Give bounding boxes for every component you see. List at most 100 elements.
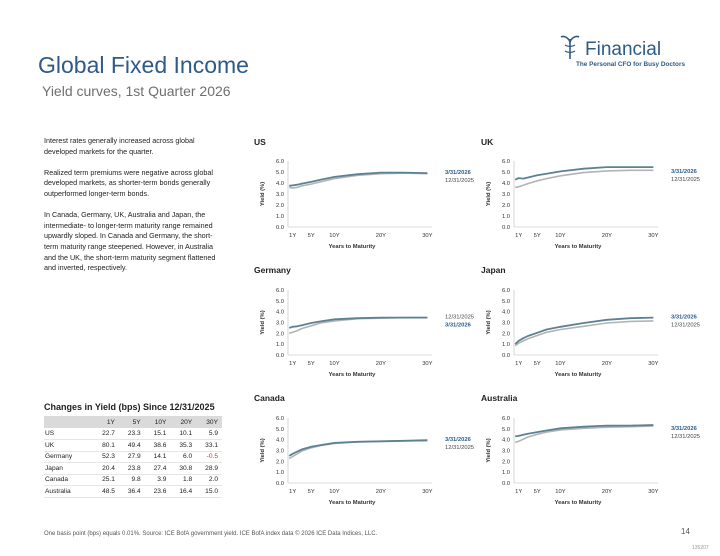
x-tick-label: 1Y bbox=[515, 361, 522, 367]
chart-title: UK bbox=[481, 137, 494, 147]
x-tick-label: 10Y bbox=[555, 361, 565, 367]
table-cell: 28.9 bbox=[196, 462, 222, 475]
table-cell: US bbox=[44, 428, 94, 440]
logo-tagline: The Personal CFO for Busy Doctors bbox=[575, 61, 685, 68]
series-line-current bbox=[514, 166, 654, 181]
series-line-current bbox=[289, 171, 428, 187]
x-axis-label: Years to Maturity bbox=[329, 244, 376, 250]
legend-label-current: 3/31/2026 bbox=[445, 323, 472, 329]
page-number: 14 bbox=[681, 527, 690, 536]
series-line-current bbox=[514, 316, 654, 345]
table-cell: 1.8 bbox=[170, 474, 197, 486]
chart-title: Germany bbox=[254, 265, 291, 275]
page-title: Global Fixed Income bbox=[38, 52, 249, 78]
y-tick-label: 0.0 bbox=[276, 481, 284, 487]
x-tick-label: 20Y bbox=[376, 489, 386, 495]
legend-label-prior: 12/31/2025 bbox=[671, 323, 700, 329]
page-subtitle: Yield curves, 1st Quarter 2026 bbox=[42, 83, 231, 99]
table-cell: 2.0 bbox=[196, 474, 222, 486]
table-row: US 22.7 23.3 15.1 10.1 5.9 bbox=[44, 428, 222, 440]
y-tick-label: 4.0 bbox=[276, 438, 284, 444]
table-cell: 9.8 bbox=[118, 474, 145, 486]
y-tick-label: 3.0 bbox=[276, 321, 284, 327]
x-axis-label: Years to Maturity bbox=[555, 372, 602, 378]
table-row: UK 80.1 49.4 38.6 35.3 33.1 bbox=[44, 439, 222, 452]
series-line-prior bbox=[289, 172, 428, 189]
y-tick-label: 5.0 bbox=[276, 170, 284, 176]
y-tick-label: 2.0 bbox=[502, 331, 510, 337]
y-tick-label: 1.0 bbox=[502, 342, 510, 348]
commentary-paragraph: Interest rates generally increased acros… bbox=[44, 136, 195, 156]
y-axis-label: Yield (%) bbox=[486, 310, 492, 334]
y-tick-label: 4.0 bbox=[276, 310, 284, 316]
table-cell: 35.3 bbox=[170, 439, 197, 452]
column-header: 1Y bbox=[93, 416, 119, 428]
y-tick-label: 3.0 bbox=[502, 192, 510, 198]
series-line-current bbox=[288, 439, 428, 457]
x-tick-label: 30Y bbox=[648, 489, 658, 495]
x-tick-label: 5Y bbox=[308, 233, 315, 239]
y-tick-label: 6.0 bbox=[276, 159, 284, 165]
y-tick-label: 5.0 bbox=[502, 299, 510, 305]
table-cell: UK bbox=[44, 439, 94, 452]
series-line-prior bbox=[514, 320, 654, 347]
table-cell: Germany bbox=[44, 451, 94, 463]
table-cell: -0.5 bbox=[196, 451, 222, 463]
legend-label-current: 3/31/2026 bbox=[671, 169, 698, 175]
x-tick-label: 1Y bbox=[515, 233, 522, 239]
y-tick-label: 4.0 bbox=[502, 310, 510, 316]
table-cell: 36.4 bbox=[118, 485, 145, 498]
table-cell: 33.1 bbox=[196, 439, 222, 452]
x-tick-label: 20Y bbox=[376, 233, 386, 239]
legend-label-current: 3/31/2026 bbox=[445, 170, 472, 176]
y-tick-label: 6.0 bbox=[502, 288, 510, 294]
y-tick-label: 1.0 bbox=[276, 214, 284, 220]
y-axis-label: Yield (%) bbox=[260, 182, 266, 206]
y-tick-label: 0.0 bbox=[502, 225, 510, 231]
y-tick-label: 0.0 bbox=[502, 481, 510, 487]
x-tick-label: 10Y bbox=[329, 489, 339, 495]
y-tick-label: 6.0 bbox=[502, 159, 510, 165]
table-cell: Japan bbox=[44, 462, 94, 475]
x-axis-label: Years to Maturity bbox=[329, 372, 376, 378]
y-tick-label: 4.0 bbox=[502, 438, 510, 444]
y-tick-label: 3.0 bbox=[502, 321, 510, 327]
table-cell: 48.5 bbox=[93, 485, 119, 498]
x-tick-label: 20Y bbox=[602, 489, 612, 495]
y-tick-label: 6.0 bbox=[276, 416, 284, 422]
y-tick-label: 5.0 bbox=[502, 427, 510, 433]
y-tick-label: 0.0 bbox=[276, 353, 284, 359]
legend-label-current: 3/31/2026 bbox=[671, 315, 698, 321]
logo-name: Financial bbox=[585, 39, 662, 60]
y-tick-label: 2.0 bbox=[276, 203, 284, 209]
legend-label-prior: 12/31/2025 bbox=[671, 434, 700, 440]
changes-table-title: Changes in Yield (bps) Since 12/31/2025 bbox=[44, 402, 215, 412]
footnote: One basis point (bps) equals 0.01%. Sour… bbox=[44, 531, 378, 537]
series-line-prior bbox=[288, 316, 428, 335]
y-tick-label: 2.0 bbox=[502, 459, 510, 465]
y-tick-label: 5.0 bbox=[276, 299, 284, 305]
x-tick-label: 30Y bbox=[422, 361, 432, 367]
x-tick-label: 20Y bbox=[602, 233, 612, 239]
table-cell: Australia bbox=[44, 485, 94, 498]
series-line-prior bbox=[514, 425, 654, 444]
x-tick-label: 5Y bbox=[534, 233, 541, 239]
x-tick-label: 5Y bbox=[534, 361, 541, 367]
column-header: 10Y bbox=[144, 416, 171, 428]
table-cell: 23.3 bbox=[118, 428, 145, 440]
table-cell: 30.8 bbox=[170, 462, 197, 475]
legend-label-current: 3/31/2026 bbox=[671, 426, 698, 432]
table-cell: 22.7 bbox=[93, 428, 119, 440]
y-tick-label: 4.0 bbox=[502, 181, 510, 187]
table-cell: 25.1 bbox=[93, 474, 119, 486]
table-cell: 5.9 bbox=[196, 428, 222, 440]
table-cell: 27.4 bbox=[144, 462, 171, 475]
x-tick-label: 5Y bbox=[534, 489, 541, 495]
series-line-current bbox=[515, 424, 654, 438]
table-header-row: 1Y 5Y 10Y 20Y 30Y bbox=[44, 416, 222, 428]
table-row: Canada 25.1 9.8 3.9 1.8 2.0 bbox=[44, 474, 222, 486]
x-tick-label: 5Y bbox=[308, 361, 315, 367]
x-tick-label: 1Y bbox=[515, 489, 522, 495]
legend-label-current: 3/31/2026 bbox=[445, 437, 472, 443]
